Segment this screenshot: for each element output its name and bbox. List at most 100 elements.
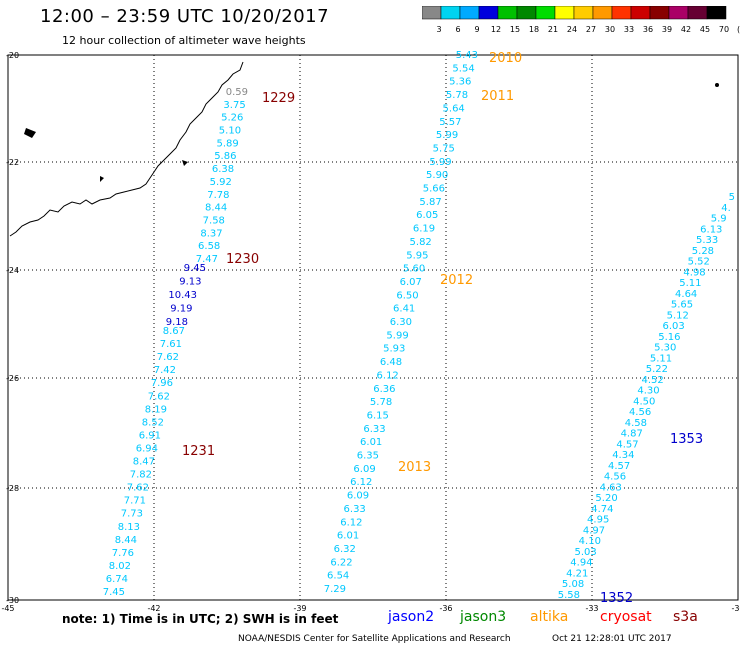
- lat-tick-label: -20: [6, 51, 19, 60]
- swh-value: 6.30: [390, 317, 412, 328]
- swh-value: 6.13: [700, 224, 722, 235]
- swh-value: 5.33: [696, 235, 718, 246]
- swh-value: 5.99: [386, 330, 408, 341]
- lon-tick-label: -42: [147, 604, 160, 612]
- swh-value: 8.37: [200, 228, 222, 239]
- lat-tick-label: -22: [6, 158, 19, 167]
- swh-value: 7.62: [148, 391, 170, 402]
- swh-value: 6.35: [357, 451, 379, 462]
- swh-value: 4.94: [570, 558, 592, 569]
- swh-value: 5.03: [574, 547, 596, 558]
- legend-label: 70: [719, 25, 729, 34]
- swh-value: 7.78: [207, 190, 229, 201]
- swh-value: 5.43: [456, 50, 478, 61]
- legend-label: 27: [586, 25, 596, 34]
- legend-jason2: jason2: [388, 609, 435, 625]
- pass-time-label: 1231: [182, 444, 215, 459]
- swh-value: 6.33: [363, 424, 385, 435]
- swh-value: 9.19: [170, 304, 192, 315]
- chart-subtitle: 12 hour collection of altimeter wave hei…: [62, 34, 306, 47]
- swh-value: 5.86: [214, 151, 236, 162]
- swh-value: 6.07: [400, 277, 422, 288]
- island: [24, 128, 36, 138]
- swh-value: 5.08: [562, 579, 584, 590]
- swh-value: 8.44: [205, 203, 227, 214]
- swh-value: 9.45: [184, 263, 206, 274]
- swh-value: 8.13: [118, 522, 140, 533]
- swh-value: 5.65: [671, 300, 693, 311]
- legend-label: 15: [510, 25, 520, 34]
- swh-value: 5.16: [658, 332, 680, 343]
- pass-time-label: 2012: [440, 273, 473, 288]
- swh-value: 6.48: [380, 357, 402, 368]
- swh-value: 7.62: [157, 352, 179, 363]
- lon-tick-label: -33: [585, 604, 598, 612]
- swh-value: 8.47: [133, 457, 155, 468]
- swh-value: 4.30: [637, 386, 659, 397]
- swh-value: 5.90: [426, 170, 448, 181]
- swh-value: 6.19: [413, 224, 435, 235]
- swh-value: 5.28: [692, 246, 714, 257]
- swh-value: 7.47: [196, 254, 218, 265]
- swh-value: 5.11: [679, 278, 701, 289]
- altimeter-tracks: 0.59 3.75 5.26 5.105.89 5.86 6.38 5.92 7.78 8.44…: [103, 50, 735, 601]
- swh-value: 4.64: [675, 289, 697, 300]
- legend-label: 18: [529, 25, 539, 34]
- swh-value: 4.21: [566, 568, 588, 579]
- swh-value: 6.54: [327, 571, 349, 582]
- legend-label: 39: [662, 25, 672, 34]
- swh-value: 4.97: [583, 525, 605, 536]
- legend-label: (ft): [737, 25, 740, 34]
- legend-label: 24: [567, 25, 577, 34]
- legend-label: 33: [624, 25, 634, 34]
- legend-altika: altika: [530, 609, 569, 625]
- swh-value: 6.50: [396, 290, 418, 301]
- island: [715, 83, 719, 87]
- swh-value: 4.95: [587, 515, 609, 526]
- swh-value: 4.10: [579, 536, 601, 547]
- swh-value: 4.57: [608, 461, 630, 472]
- swh-value: 4.50: [633, 396, 655, 407]
- swh-value: 6.58: [198, 241, 220, 252]
- swh-value: 5.82: [410, 237, 432, 248]
- swh-value: 5.20: [595, 493, 617, 504]
- swh-value: 6.12: [340, 517, 362, 528]
- swh-value: 4.74: [591, 504, 613, 515]
- swh-value: 9.18: [166, 317, 188, 328]
- swh-value: 5.26: [221, 113, 243, 124]
- swh-value: 3.75: [223, 100, 245, 111]
- footer-note: note: 1) Time is in UTC; 2) SWH is in fe…: [62, 612, 339, 626]
- swh-value: 6.94: [136, 443, 158, 454]
- swh-value: 5.54: [452, 63, 474, 74]
- swh-value: 8.19: [145, 404, 167, 415]
- swh-value: 5.52: [688, 257, 710, 268]
- pass-time-label: 1230: [226, 252, 259, 267]
- swh-value: 6.01: [360, 437, 382, 448]
- swh-value: 8.52: [142, 417, 164, 428]
- lat-tick-label: -24: [6, 266, 19, 275]
- swh-value: 5.58: [558, 590, 580, 601]
- swh-value: 5.60: [403, 264, 425, 275]
- footer-organization: NOAA/NESDIS Center for Satellite Applica…: [238, 634, 511, 644]
- swh-value: 5.78: [370, 397, 392, 408]
- pass-time-label: 1229: [262, 91, 295, 106]
- legend-jason3: jason3: [460, 609, 507, 625]
- legend-label: 21: [548, 25, 558, 34]
- legend-label: 3: [436, 25, 441, 34]
- swh-value: 5.11: [650, 353, 672, 364]
- swh-value: 4.87: [621, 429, 643, 440]
- swh-value: 4.58: [625, 418, 647, 429]
- swh-value: 6.38: [212, 164, 234, 175]
- swh-value: 5.75: [433, 143, 455, 154]
- swh-value: 5.78: [446, 90, 468, 101]
- swh-value: 7.82: [130, 470, 152, 481]
- swh-value: 4.98: [683, 267, 705, 278]
- swh-value: 5.93: [383, 344, 405, 355]
- swh-value: 7.58: [203, 215, 225, 226]
- swh-value: 7.62: [127, 483, 149, 494]
- swh-value: 5.30: [654, 343, 676, 354]
- swh-value: 4.57: [616, 439, 638, 450]
- swh-value: 4.: [721, 203, 731, 214]
- swh-value: 10.43: [168, 290, 197, 301]
